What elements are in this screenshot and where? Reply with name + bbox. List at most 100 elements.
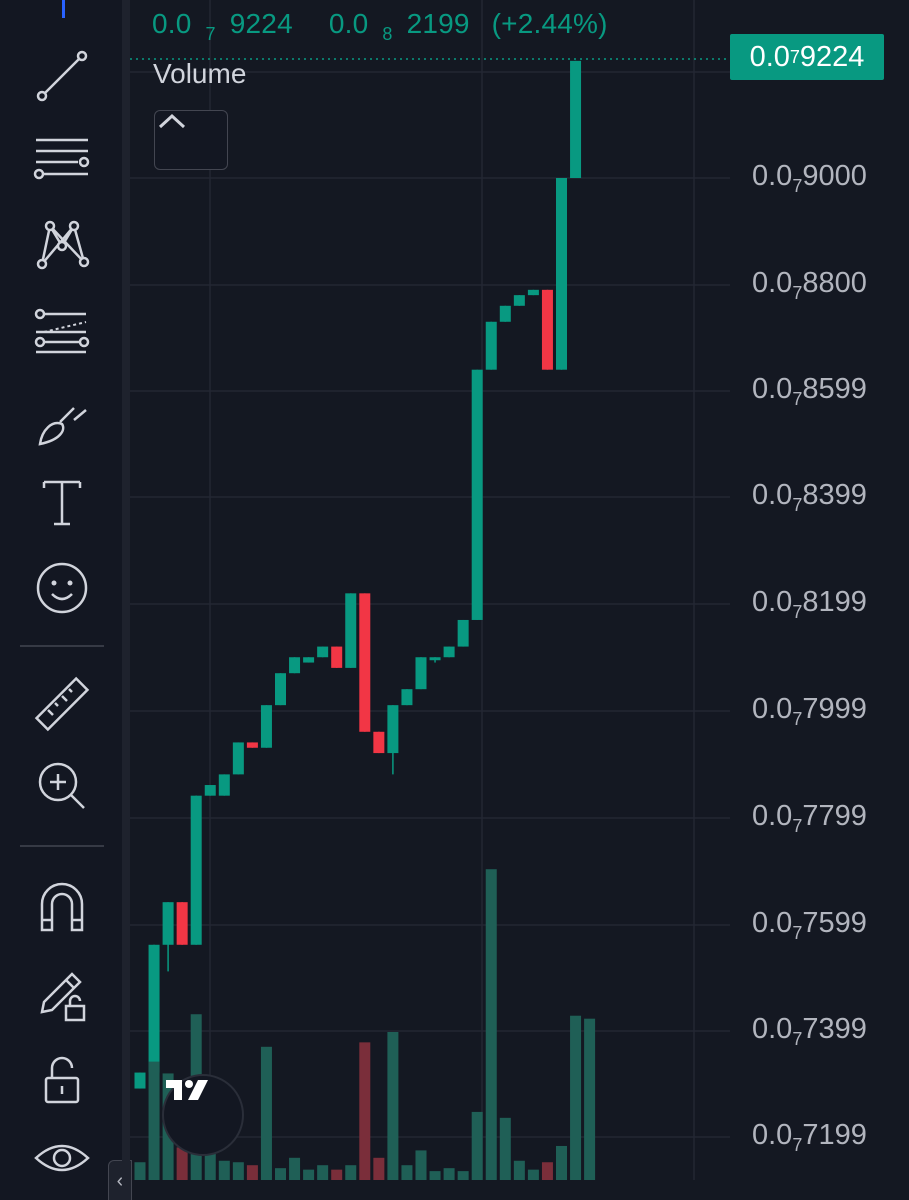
candle-body [218,774,230,796]
candle-body [443,646,455,658]
candle-body [289,657,301,674]
candle-body [499,305,511,322]
volume-bar [204,1153,216,1180]
volume-bar [359,1042,371,1180]
fib-retracement-icon [34,308,90,354]
candle-body [204,785,216,796]
price-scale-label: 0.077999 [752,693,867,729]
chart-pane[interactable]: 0.0 7 9224 0.0 8 2199 (+2.44%) Volume 0.0790… [130,0,909,1200]
candle-body [317,646,329,658]
price-scale-label: 0.078599 [752,373,867,409]
volume-bar [260,1046,272,1180]
candle-body [246,742,258,748]
candle-body [429,657,441,661]
candle-body [148,944,160,1073]
candle-body [527,289,539,296]
price-scale-label: 0.078399 [752,479,867,515]
volume-bar [485,869,497,1180]
volume-indicator-title[interactable]: Volume [153,58,247,89]
collapse-indicator-button[interactable] [154,110,228,170]
legend-price: 0.0 7 9224 [152,8,293,44]
tradingview-logo[interactable] [162,1074,244,1156]
lock-tool[interactable] [22,1040,102,1120]
candle-body [232,742,244,775]
price-scale-label: 0.078800 [752,267,867,303]
trend-line-icon [36,50,88,102]
volume-bar [275,1168,286,1180]
brush-icon [38,407,87,446]
volume-bar [471,1111,483,1180]
emoji-tool[interactable] [22,548,102,628]
candle-body [190,795,202,945]
candle-body [541,289,553,370]
volume-bar [443,1168,455,1180]
price-scale-label: 0.077399 [752,1013,867,1049]
candle-body [134,1072,146,1089]
trend-line-tool[interactable] [22,36,102,116]
toolbar-border [122,0,130,1200]
magnet-icon [40,882,84,932]
volume-bar [387,1032,399,1180]
volume-bar [289,1157,301,1180]
volume-bar [331,1169,343,1180]
volume-bar [584,1018,596,1180]
zoom-in-icon [38,762,85,809]
volume-bar [232,1162,244,1180]
volume-bar [499,1117,511,1180]
ohlc-legend: 0.0 7 9224 0.0 8 2199 (+2.44%) [152,8,636,45]
volume-bar [457,1171,469,1180]
volume-bar [134,1162,146,1180]
zoom-in-tool[interactable] [22,746,102,826]
candle-body [513,295,525,306]
fib-retracement-tool[interactable] [22,292,102,372]
drawing-toolbar: ‹ [0,0,132,1200]
legend-change: 0.0 8 2199 (+2.44%) [328,8,608,44]
ruler-tool[interactable] [22,664,102,744]
brush-tool[interactable] [22,382,102,462]
eye-icon [34,1144,90,1172]
horizontal-lines-icon [33,138,90,180]
price-scale-label: 0.077599 [752,907,867,943]
volume-bar [176,1147,188,1180]
pattern-icon [36,220,90,270]
active-tool-indicator [62,0,65,18]
current-price-tag: 0.0 7 9224 [730,34,884,80]
volume-bar [513,1160,525,1180]
price-chart[interactable] [130,0,909,1200]
candle-body [556,178,567,370]
volume-bar [429,1171,441,1180]
candle-body [303,657,315,663]
volume-bar [148,1061,160,1180]
price-scale-label: 0.078199 [752,586,867,622]
magnet-tool[interactable] [22,866,102,946]
candle-body [457,619,469,647]
volume-bar [556,1145,567,1180]
candle-body [415,657,427,690]
price-scale-label: 0.079000 [752,160,867,196]
horizontal-lines-tool[interactable] [22,118,102,198]
volume-bar [570,1015,582,1180]
hide-drawings-tool[interactable] [22,1118,102,1198]
volume-bar [218,1160,230,1180]
candle-body [471,369,483,620]
volume-bar [317,1165,329,1180]
volume-bar [373,1157,385,1180]
volume-bar [345,1165,357,1180]
candle-body [176,902,188,945]
lock-drawings-tool[interactable] [22,954,102,1034]
volume-bar [401,1165,413,1180]
unlock-icon [44,1056,80,1104]
candle-body [373,731,385,754]
volume-bar [303,1169,315,1180]
toolbar-separator [20,645,104,647]
candle-body [331,646,343,668]
candle-body [260,705,272,748]
text-tool[interactable] [22,462,102,542]
price-scale-label: 0.077799 [752,800,867,836]
candle-body [359,593,371,732]
chevron-up-icon [158,113,186,129]
text-icon [42,480,82,526]
pattern-tool[interactable] [22,204,102,284]
volume-bar [527,1169,539,1180]
